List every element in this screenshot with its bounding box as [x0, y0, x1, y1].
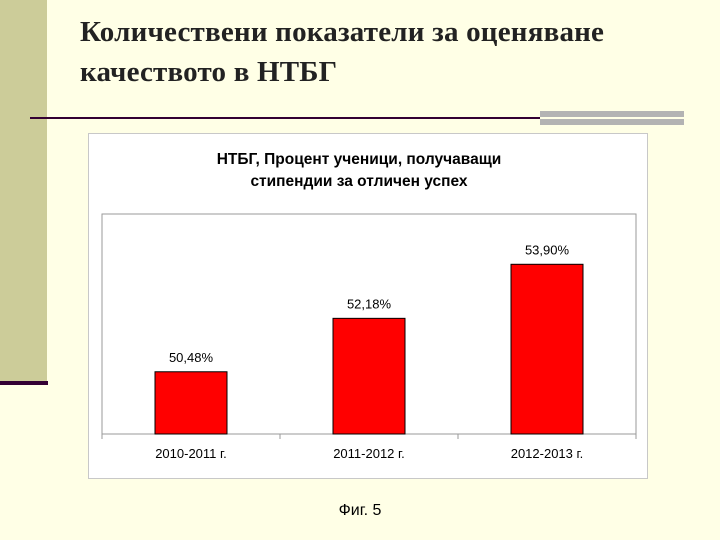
data-label-1: 50,48%	[169, 350, 214, 365]
bar-chart: НТБГ, Процент ученици, получаващи стипен…	[101, 151, 637, 461]
slide-title: Количествени показатели за оценяване кач…	[80, 16, 605, 88]
data-label-3: 53,90%	[525, 242, 570, 257]
chart-title-line-1: НТБГ, Процент ученици, получаващи	[217, 151, 502, 168]
figure-caption: Фиг. 5	[338, 502, 382, 519]
title-underline	[30, 117, 540, 119]
bar-2	[332, 317, 406, 435]
title-accent-bar	[540, 111, 684, 125]
left-decor-bar	[0, 0, 47, 382]
bar-1	[154, 371, 228, 435]
x-tick-label-3: 2012-2013 г.	[511, 446, 584, 461]
chart-frame: НТБГ, Процент ученици, получаващи стипен…	[88, 133, 648, 479]
chart-title-line-2: стипендии за отличен успех	[250, 173, 467, 190]
data-label-2: 52,18%	[347, 296, 392, 311]
bar-3	[510, 263, 584, 435]
x-tick-label-1: 2010-2011 г.	[155, 446, 227, 461]
x-tick-label-2: 2011-2012 г.	[333, 446, 405, 461]
left-decor-rule	[0, 381, 48, 385]
